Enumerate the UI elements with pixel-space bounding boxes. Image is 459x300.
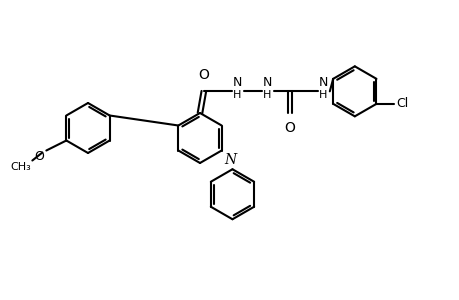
Text: O: O bbox=[284, 121, 295, 135]
Text: H: H bbox=[232, 90, 241, 100]
Text: N: N bbox=[224, 152, 236, 167]
Text: N: N bbox=[318, 76, 327, 89]
Text: H: H bbox=[318, 90, 326, 100]
Text: H: H bbox=[262, 90, 271, 100]
Text: Cl: Cl bbox=[396, 97, 408, 110]
Text: O: O bbox=[198, 68, 209, 82]
Text: N: N bbox=[232, 76, 242, 89]
Text: O: O bbox=[34, 149, 44, 163]
Text: N: N bbox=[262, 76, 272, 89]
Text: CH₃: CH₃ bbox=[11, 161, 31, 172]
